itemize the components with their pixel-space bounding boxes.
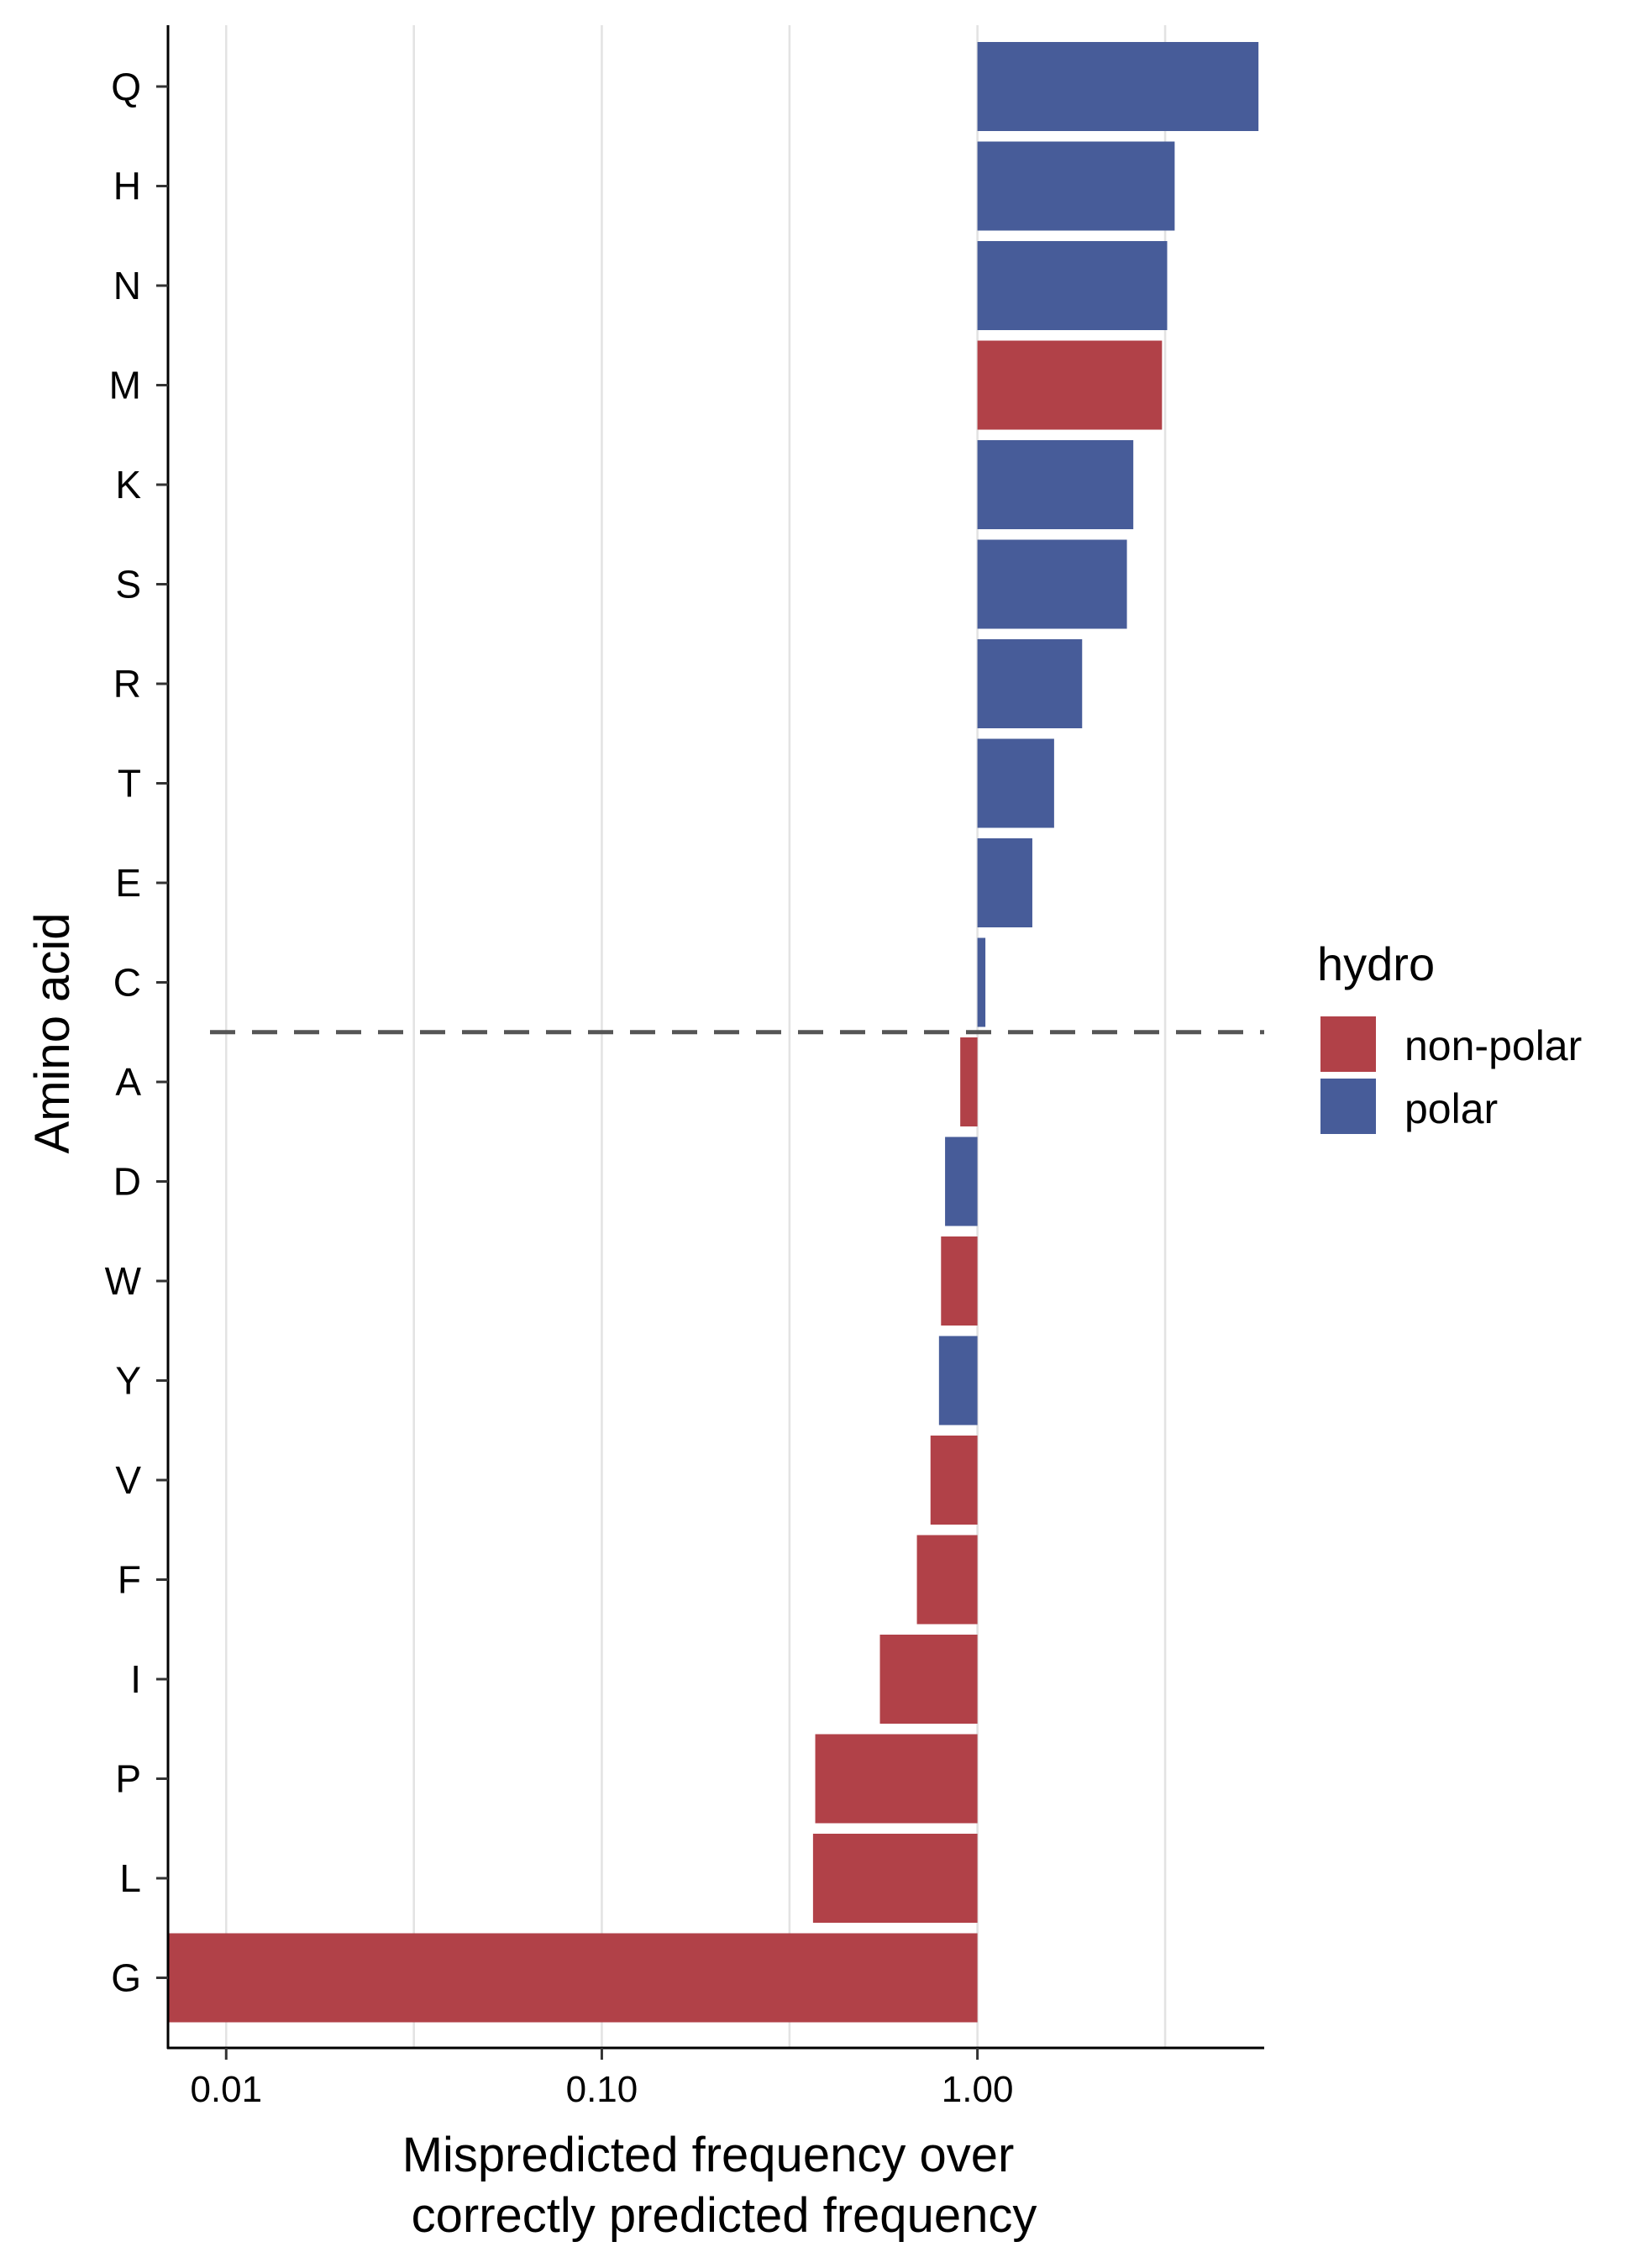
y-tick-label-E: E <box>115 861 141 905</box>
y-tick-label-S: S <box>115 563 141 606</box>
bar-Y <box>938 1336 978 1425</box>
bar-A <box>960 1037 978 1126</box>
legend-title: hydro <box>1317 937 1435 990</box>
x-axis-title-line2: correctly predicted frequency <box>412 2188 1037 2243</box>
legend: hydro non-polar polar <box>1317 937 1582 1134</box>
bar-I <box>879 1635 978 1724</box>
x-tick-label-0: 0.01 <box>190 2069 262 2110</box>
bar-P <box>815 1734 978 1824</box>
y-tick-label-W: W <box>105 1259 142 1303</box>
y-tick-label-G: G <box>111 1956 141 2000</box>
bar-E <box>977 838 1032 927</box>
y-tick-labels: Q H N M K S R T E C A D W Y V F I P L G <box>105 65 142 2000</box>
bar-V <box>930 1436 978 1525</box>
x-tick-label-1: 0.10 <box>566 2069 638 2110</box>
y-tick-label-D: D <box>113 1160 141 1204</box>
bar-W <box>941 1236 978 1326</box>
x-axis-title-line1: Mispredicted frequency over <box>402 2128 1015 2182</box>
y-tick-label-Y: Y <box>115 1359 141 1403</box>
y-tick-label-R: R <box>113 662 141 706</box>
bar-T <box>977 738 1054 828</box>
x-tick-label-2: 1.00 <box>942 2069 1014 2110</box>
bar-H <box>977 141 1175 231</box>
y-tick-label-F: F <box>118 1558 141 1602</box>
y-tick-label-M: M <box>109 364 141 407</box>
bars <box>168 42 1264 2023</box>
y-tick-label-L: L <box>119 1856 141 1900</box>
legend-swatch-polar <box>1320 1079 1376 1134</box>
y-tick-label-P: P <box>115 1757 141 1801</box>
bar-Q <box>977 42 1259 131</box>
y-axis-title: Amino acid <box>25 913 80 1154</box>
bar-K <box>977 440 1134 529</box>
bar-F <box>916 1535 978 1625</box>
y-tick-label-N: N <box>113 264 141 307</box>
legend-label-non-polar: non-polar <box>1404 1022 1582 1069</box>
y-tick-label-C: C <box>113 961 141 1005</box>
bar-G <box>168 1933 978 2023</box>
y-tick-label-V: V <box>115 1458 141 1502</box>
legend-swatch-non-polar <box>1320 1016 1376 1072</box>
bar-C <box>977 937 986 1027</box>
y-tick-label-K: K <box>115 463 141 507</box>
legend-label-polar: polar <box>1404 1085 1498 1132</box>
axes <box>156 25 1264 2060</box>
bar-D <box>945 1137 978 1226</box>
y-tick-label-T: T <box>118 762 141 806</box>
y-tick-label-I: I <box>130 1657 141 1701</box>
bar-N <box>977 241 1168 330</box>
x-tick-labels: 0.01 0.10 1.00 <box>190 2069 1013 2110</box>
y-tick-label-Q: Q <box>111 65 141 108</box>
y-tick-label-A: A <box>115 1060 141 1104</box>
bar-M <box>977 340 1163 430</box>
bar-L <box>812 1834 978 1923</box>
bar-S <box>977 539 1127 629</box>
y-tick-label-H: H <box>113 165 141 208</box>
bar-R <box>977 639 1083 728</box>
